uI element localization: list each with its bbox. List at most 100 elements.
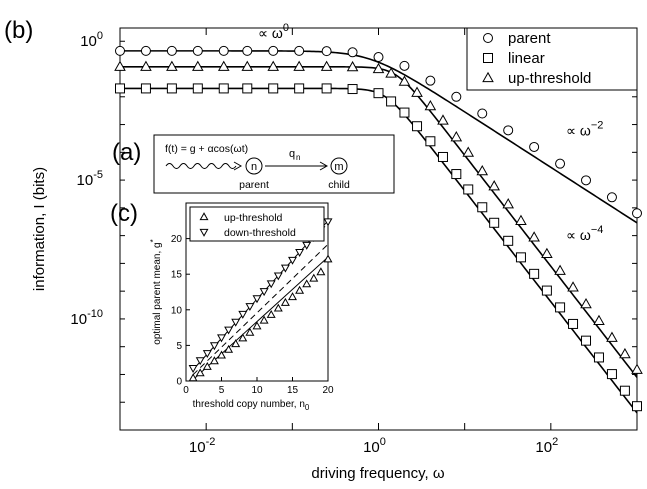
marker-up-threshold [385,67,397,78]
marker-up-threshold [567,281,579,292]
marker-parent [581,175,592,186]
marker-up-threshold [217,60,230,71]
marker-up-threshold [320,60,333,71]
inset-legend-marker-up-threshold [199,212,209,221]
marker-parent [192,45,203,56]
marker-linear [192,83,203,94]
inset-marker-up-threshold [231,339,241,348]
parent-node [245,157,263,175]
inset-y-axis-label: optimal parent mean, g* [149,239,163,344]
inset-legend-box [189,206,325,242]
marker-up-threshold [166,60,178,71]
marker-up-threshold [450,131,463,142]
marker-linear [242,83,253,94]
inset-marker-down-threshold [280,264,290,273]
x-tick-label: 102 [535,436,558,456]
inset-legend-entry-up: up-threshold [224,212,283,224]
legend-marker-linear [483,53,493,63]
marker-parent [140,45,151,56]
marker-parent [373,52,384,63]
panel-label-a: (a) [112,139,141,166]
marker-up-threshold [462,146,475,157]
panel-label-c: (c) [110,200,138,227]
marker-up-threshold [541,247,553,258]
marker-parent [242,45,253,56]
marker-linear [541,285,552,296]
inset-x-tick-label: 15 [287,385,299,396]
inset-marker-up-threshold [202,361,212,370]
main-y-axis-label: information, I (bits) [31,167,48,291]
child-label: child [328,179,350,191]
main-markers [114,45,643,412]
marker-up-threshold [631,363,643,374]
marker-linear [555,302,566,313]
marker-linear [568,318,579,329]
marker-parent [632,208,642,219]
marker-parent [294,45,305,56]
driving-formula: f(t) = g + αcos(ωt) [165,143,248,155]
schematic-box [153,134,395,194]
marker-linear [477,202,488,213]
inset-marker-down-threshold [302,241,312,250]
y-tick-label: 10-5 [77,169,103,189]
marker-linear [619,385,630,396]
marker-up-threshold [424,99,437,111]
marker-linear [268,83,279,94]
inset-marker-down-threshold [273,272,283,281]
x-tick-label: 100 [363,436,386,456]
marker-up-threshold [411,86,423,97]
marker-up-threshold [606,331,618,342]
rate-label: q [289,148,295,160]
inset-x-tick-label: 5 [219,385,225,396]
marker-up-threshold [476,164,489,176]
marker-linear [489,217,500,228]
marker-linear [529,268,540,279]
legend-entry-linear: linear [508,50,545,67]
wavy-signal [165,163,237,169]
inset-marker-up-threshold [280,297,290,306]
y-tick-label: 10-10 [70,308,103,328]
inset-marker-up-threshold [252,321,262,330]
marker-parent [451,91,462,102]
marker-parent [477,108,488,119]
inset-legend-markers [199,212,209,237]
marker-parent [503,125,514,136]
legend-marker-parent [483,33,493,43]
inset-fit-line [192,243,328,375]
marker-up-threshold [554,264,566,275]
main-legend: parent linear up-threshold [466,27,638,91]
inset-marker-up-threshold [295,285,305,294]
marker-parent [529,141,540,152]
marker-linear [412,121,423,132]
marker-parent [115,45,125,56]
inset-marker-down-threshold [245,303,255,312]
legend-entry-parent: parent [508,30,551,47]
marker-parent [321,46,332,57]
inset-marker-down-threshold [224,326,234,335]
schematic-inset: (a) f(t) = g + αcos(ωt) n parent q n m c… [112,134,395,194]
marker-linear [632,401,642,412]
inset-marker-down-threshold [209,342,219,351]
marker-linear [437,151,448,162]
main-legend-box [466,27,638,91]
inset-marker-up-threshold [238,333,248,342]
inset-legend-marker-down-threshold [199,228,209,237]
inset-marker-down-threshold [288,256,297,265]
marker-linear [463,184,474,195]
panel-label-b: (b) [4,17,33,44]
inset-chart: (c) 0 5 10 15 20 0 5 10 15 20 up-threshold down-t… [110,198,338,416]
inset-marker-down-threshold [266,280,276,289]
marker-up-threshold [515,214,527,225]
marker-up-threshold [528,231,540,242]
marker-up-threshold [488,180,500,191]
inset-marker-down-threshold [202,350,212,359]
parent-node-symbol: n [251,161,257,173]
marker-linear [321,83,332,94]
inset-marker-down-threshold [295,248,305,257]
parent-label: parent [239,179,269,191]
inset-marker-up-threshold [224,344,234,353]
inset-marker-up-threshold [266,309,276,318]
inset-legend: up-threshold down-threshold [189,206,325,242]
inset-x-tick-label: 0 [183,385,189,396]
